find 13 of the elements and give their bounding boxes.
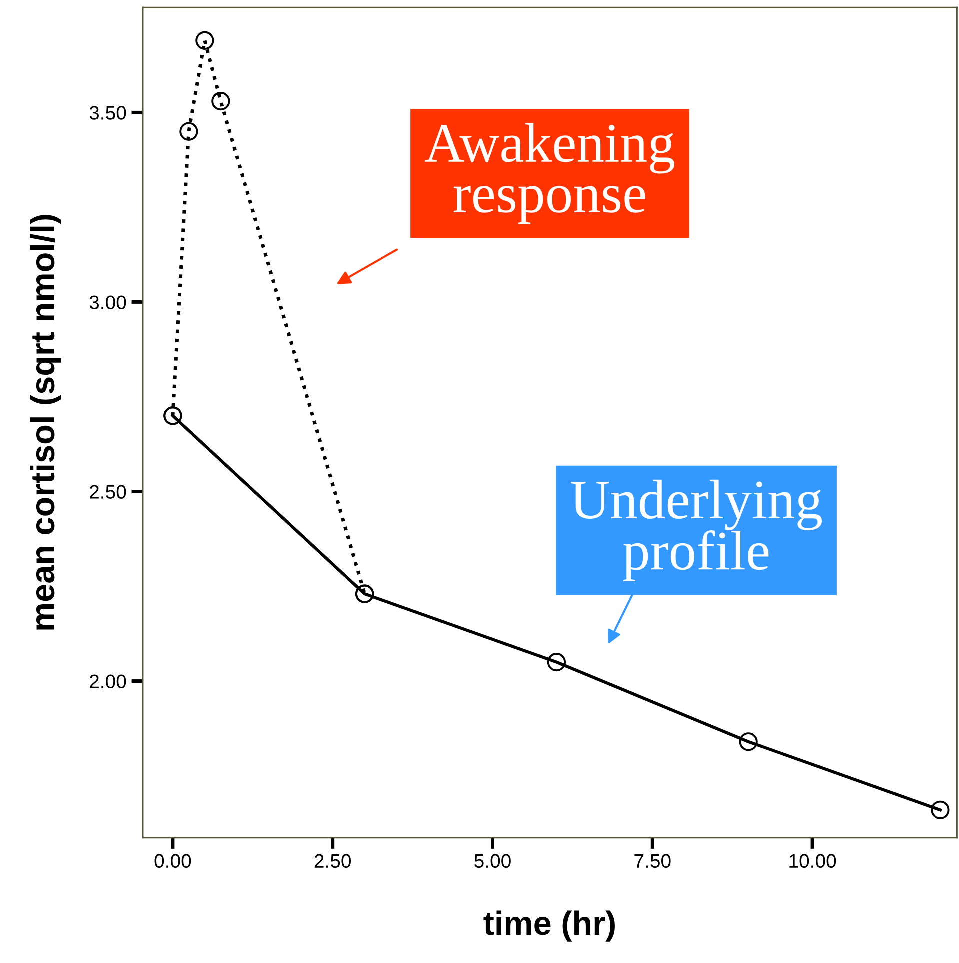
x-tick-label: 5.00 (474, 854, 511, 868)
x-tick-label: 2.50 (314, 854, 352, 868)
y-tick-label: 3.00 (90, 296, 126, 310)
y-tick-label: 2.50 (90, 485, 126, 499)
x-axis-title: time (hr) (484, 910, 615, 942)
y-axis-title: mean cortisol (sqrt nmol/l) (30, 215, 62, 630)
x-tick-label: 7.50 (634, 854, 671, 868)
y-tick-label: 3.50 (90, 106, 126, 120)
annotation: Awakening response (425, 123, 674, 224)
y-tick-label: 2.00 (90, 674, 126, 688)
annotation: Underlying profile (571, 480, 822, 582)
x-tick-label: 10.00 (790, 854, 836, 868)
x-tick-label: 0.00 (154, 854, 192, 868)
